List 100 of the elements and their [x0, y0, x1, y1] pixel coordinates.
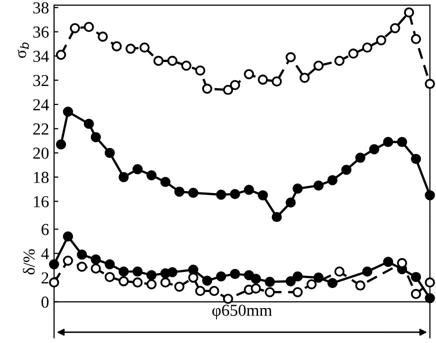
point	[202, 276, 212, 286]
point	[410, 288, 422, 300]
point	[272, 212, 282, 222]
point	[355, 152, 366, 163]
point	[146, 270, 157, 280]
point	[313, 180, 324, 191]
point	[181, 60, 192, 71]
point	[348, 48, 358, 59]
point	[230, 80, 240, 90]
point	[327, 278, 338, 288]
point	[306, 279, 317, 290]
point	[104, 148, 115, 158]
point	[174, 282, 184, 292]
point	[90, 263, 101, 274]
point	[272, 76, 282, 87]
point	[188, 188, 198, 198]
point	[258, 190, 268, 200]
y-tick-label: 4	[41, 248, 49, 260]
point	[383, 136, 394, 148]
point	[62, 256, 74, 266]
point	[56, 50, 66, 60]
point	[167, 56, 178, 66]
point	[132, 164, 143, 174]
point	[118, 276, 129, 286]
point	[390, 23, 400, 34]
point	[202, 84, 212, 94]
point	[383, 256, 394, 267]
point	[48, 277, 60, 288]
y-tick-label: 34	[33, 50, 49, 62]
point	[410, 34, 422, 44]
point	[230, 188, 240, 200]
y-axis-title: δ/%	[22, 249, 35, 274]
point	[424, 293, 435, 304]
point	[70, 23, 80, 34]
point	[327, 175, 338, 186]
point	[216, 271, 226, 282]
point	[362, 42, 372, 53]
y-tick-label: 32	[33, 74, 48, 86]
point	[84, 118, 94, 129]
y-tick-label: 36	[33, 26, 49, 38]
point	[424, 78, 435, 89]
point	[76, 250, 87, 260]
point	[153, 56, 164, 66]
point	[369, 144, 380, 154]
point	[250, 283, 261, 294]
point	[98, 32, 108, 42]
point	[188, 272, 198, 283]
point	[424, 190, 435, 200]
point	[292, 287, 303, 298]
point	[355, 280, 366, 291]
y-tick-label: 18	[34, 172, 49, 184]
point	[174, 186, 184, 197]
point	[313, 272, 324, 283]
point	[292, 184, 303, 194]
point	[230, 268, 240, 280]
point	[132, 277, 143, 288]
point	[84, 22, 94, 32]
point	[76, 262, 87, 272]
point	[292, 271, 303, 282]
point	[286, 276, 296, 286]
point	[244, 184, 254, 195]
point	[362, 266, 372, 277]
y-tick-label: 22	[33, 123, 48, 134]
point	[334, 56, 344, 66]
point	[160, 176, 170, 188]
point	[195, 65, 206, 76]
point	[341, 164, 352, 175]
point	[126, 44, 136, 54]
point	[146, 170, 157, 180]
point	[48, 259, 60, 270]
point	[112, 41, 122, 52]
point	[62, 231, 74, 242]
y-tick-label: 20	[33, 148, 49, 159]
y-tick-label: 16	[34, 196, 49, 208]
point	[216, 190, 226, 200]
point	[167, 267, 178, 278]
point	[146, 279, 157, 290]
point	[104, 272, 115, 282]
y-tick-label: 0	[42, 296, 49, 308]
y-tick-label: 6	[42, 224, 49, 236]
y-axis-title: σ$_{b}$	[18, 42, 29, 58]
point	[118, 266, 129, 277]
point	[286, 197, 296, 208]
point	[139, 42, 150, 53]
point	[258, 74, 268, 85]
point	[404, 7, 414, 18]
point	[424, 277, 435, 288]
point	[300, 72, 310, 83]
point	[132, 266, 143, 277]
point	[160, 277, 170, 288]
text: φ650mm	[212, 304, 272, 320]
point	[118, 172, 129, 182]
point	[264, 276, 275, 287]
point	[90, 254, 101, 265]
y-tick-label: 2	[42, 272, 48, 284]
point	[250, 274, 261, 284]
point	[222, 84, 234, 95]
point	[313, 60, 324, 71]
point	[244, 69, 254, 80]
point	[264, 287, 275, 298]
